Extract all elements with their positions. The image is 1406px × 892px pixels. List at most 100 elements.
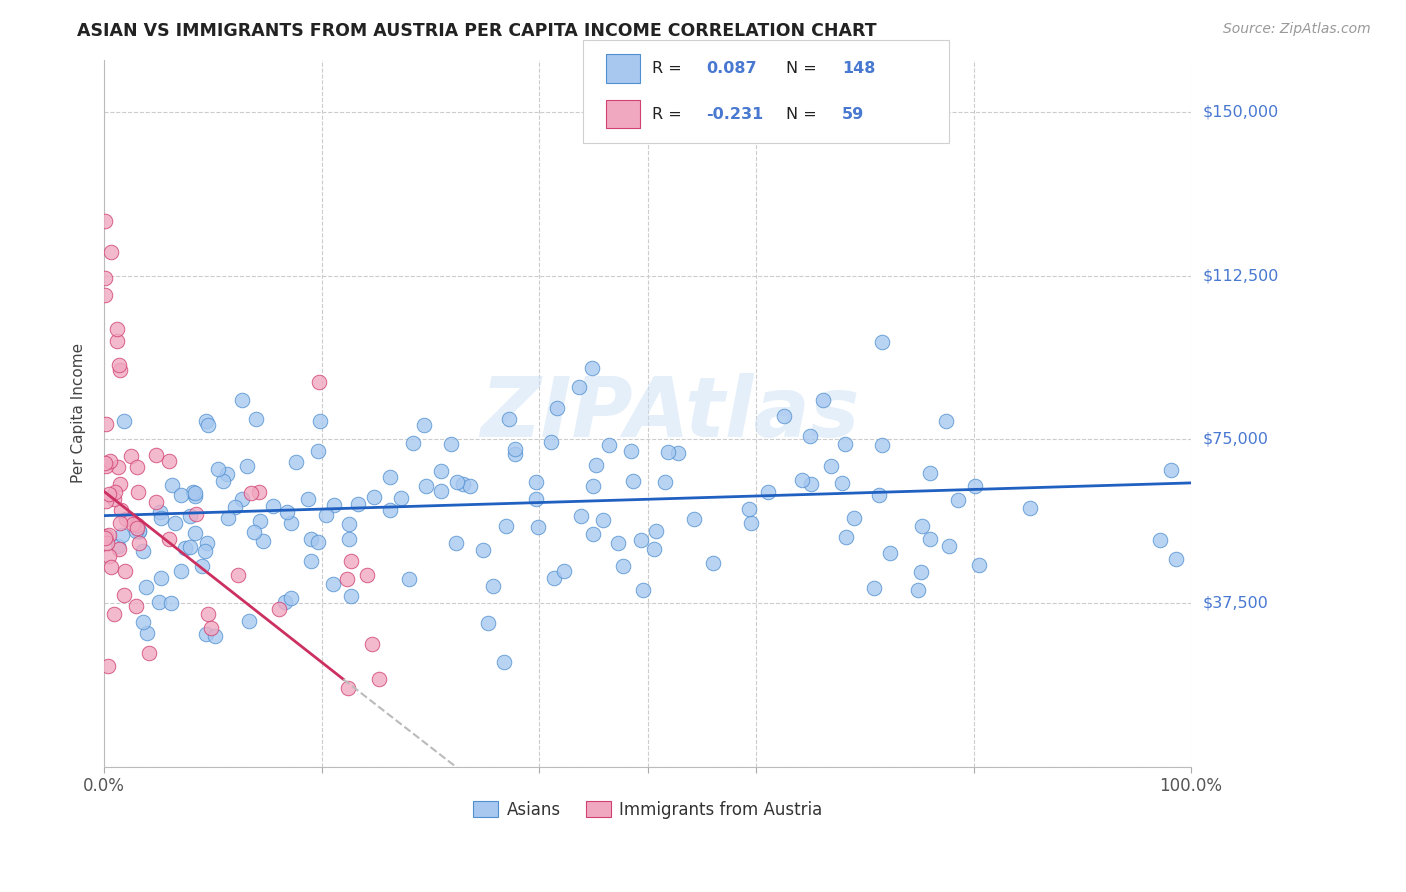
Point [132,544,155,558]
Point [212,474,235,488]
Point [194,544,217,558]
Text: R =: R = [652,107,688,121]
Point [322,576,344,591]
Point [125,518,148,533]
Point [191,558,214,573]
Point [1018,500,1040,515]
Point [128,524,150,538]
Point [127,459,149,474]
Point [165,516,187,530]
Point [792,473,814,487]
Point [918,532,941,546]
Point [546,401,568,415]
Text: ZIPAtlas: ZIPAtlas [479,373,859,453]
Point [581,479,603,493]
Point [170,488,193,502]
Point [94,270,117,285]
Point [149,505,172,519]
Point [543,571,565,585]
Point [309,414,332,428]
Point [252,534,274,549]
Point [935,414,957,428]
Point [195,627,218,641]
Point [122,517,145,532]
Point [581,527,603,541]
Point [97,659,120,673]
Point [967,558,990,573]
Point [835,530,858,544]
Point [307,444,329,458]
Point [135,580,157,594]
Point [217,511,239,525]
Point [94,288,117,302]
Point [402,436,425,450]
Point [569,508,592,523]
Point [621,474,644,488]
Point [127,521,149,535]
Point [207,462,229,476]
Point [592,513,614,527]
Point [160,478,183,492]
Point [440,436,463,450]
Point [132,615,155,629]
Point [315,508,337,523]
Point [120,449,142,463]
Point [96,417,118,432]
Text: R =: R = [652,62,688,76]
Point [920,466,942,480]
Point [842,510,865,524]
Point [415,479,437,493]
Point [598,438,620,452]
Point [128,536,150,550]
Point [568,380,591,394]
Point [834,437,856,451]
Point [378,503,401,517]
Point [160,596,183,610]
Point [299,553,322,567]
Point [503,447,526,461]
Legend: Asians, Immigrants from Austria: Asians, Immigrants from Austria [467,794,830,825]
Point [494,655,516,669]
Point [340,589,363,603]
Point [1164,551,1187,566]
Point [97,487,120,501]
Point [756,485,779,500]
Text: N =: N = [786,107,823,121]
Point [179,540,201,554]
Point [115,511,138,525]
Point [946,493,969,508]
Text: $75,000: $75,000 [1202,432,1268,447]
Point [204,629,226,643]
Point [280,516,302,530]
Point [186,508,208,522]
Point [911,519,934,533]
Point [200,621,222,635]
Point [240,486,263,500]
Point [100,244,122,259]
Point [813,392,835,407]
Point [97,549,120,563]
Point [444,536,467,550]
Point [231,491,253,506]
Point [1160,463,1182,477]
Point [112,414,135,428]
Point [524,475,547,489]
Point [337,533,360,547]
Point [378,470,401,484]
Point [98,528,121,542]
Point [620,443,643,458]
Point [159,453,181,467]
Point [231,393,253,408]
Point [363,490,385,504]
Point [820,458,842,473]
Point [98,454,121,468]
Point [495,519,517,533]
Point [683,512,706,526]
Point [581,361,603,376]
Point [195,415,218,429]
Point [138,646,160,660]
Point [173,541,195,556]
Point [910,566,932,580]
Point [107,460,129,475]
Text: $37,500: $37,500 [1202,596,1268,610]
